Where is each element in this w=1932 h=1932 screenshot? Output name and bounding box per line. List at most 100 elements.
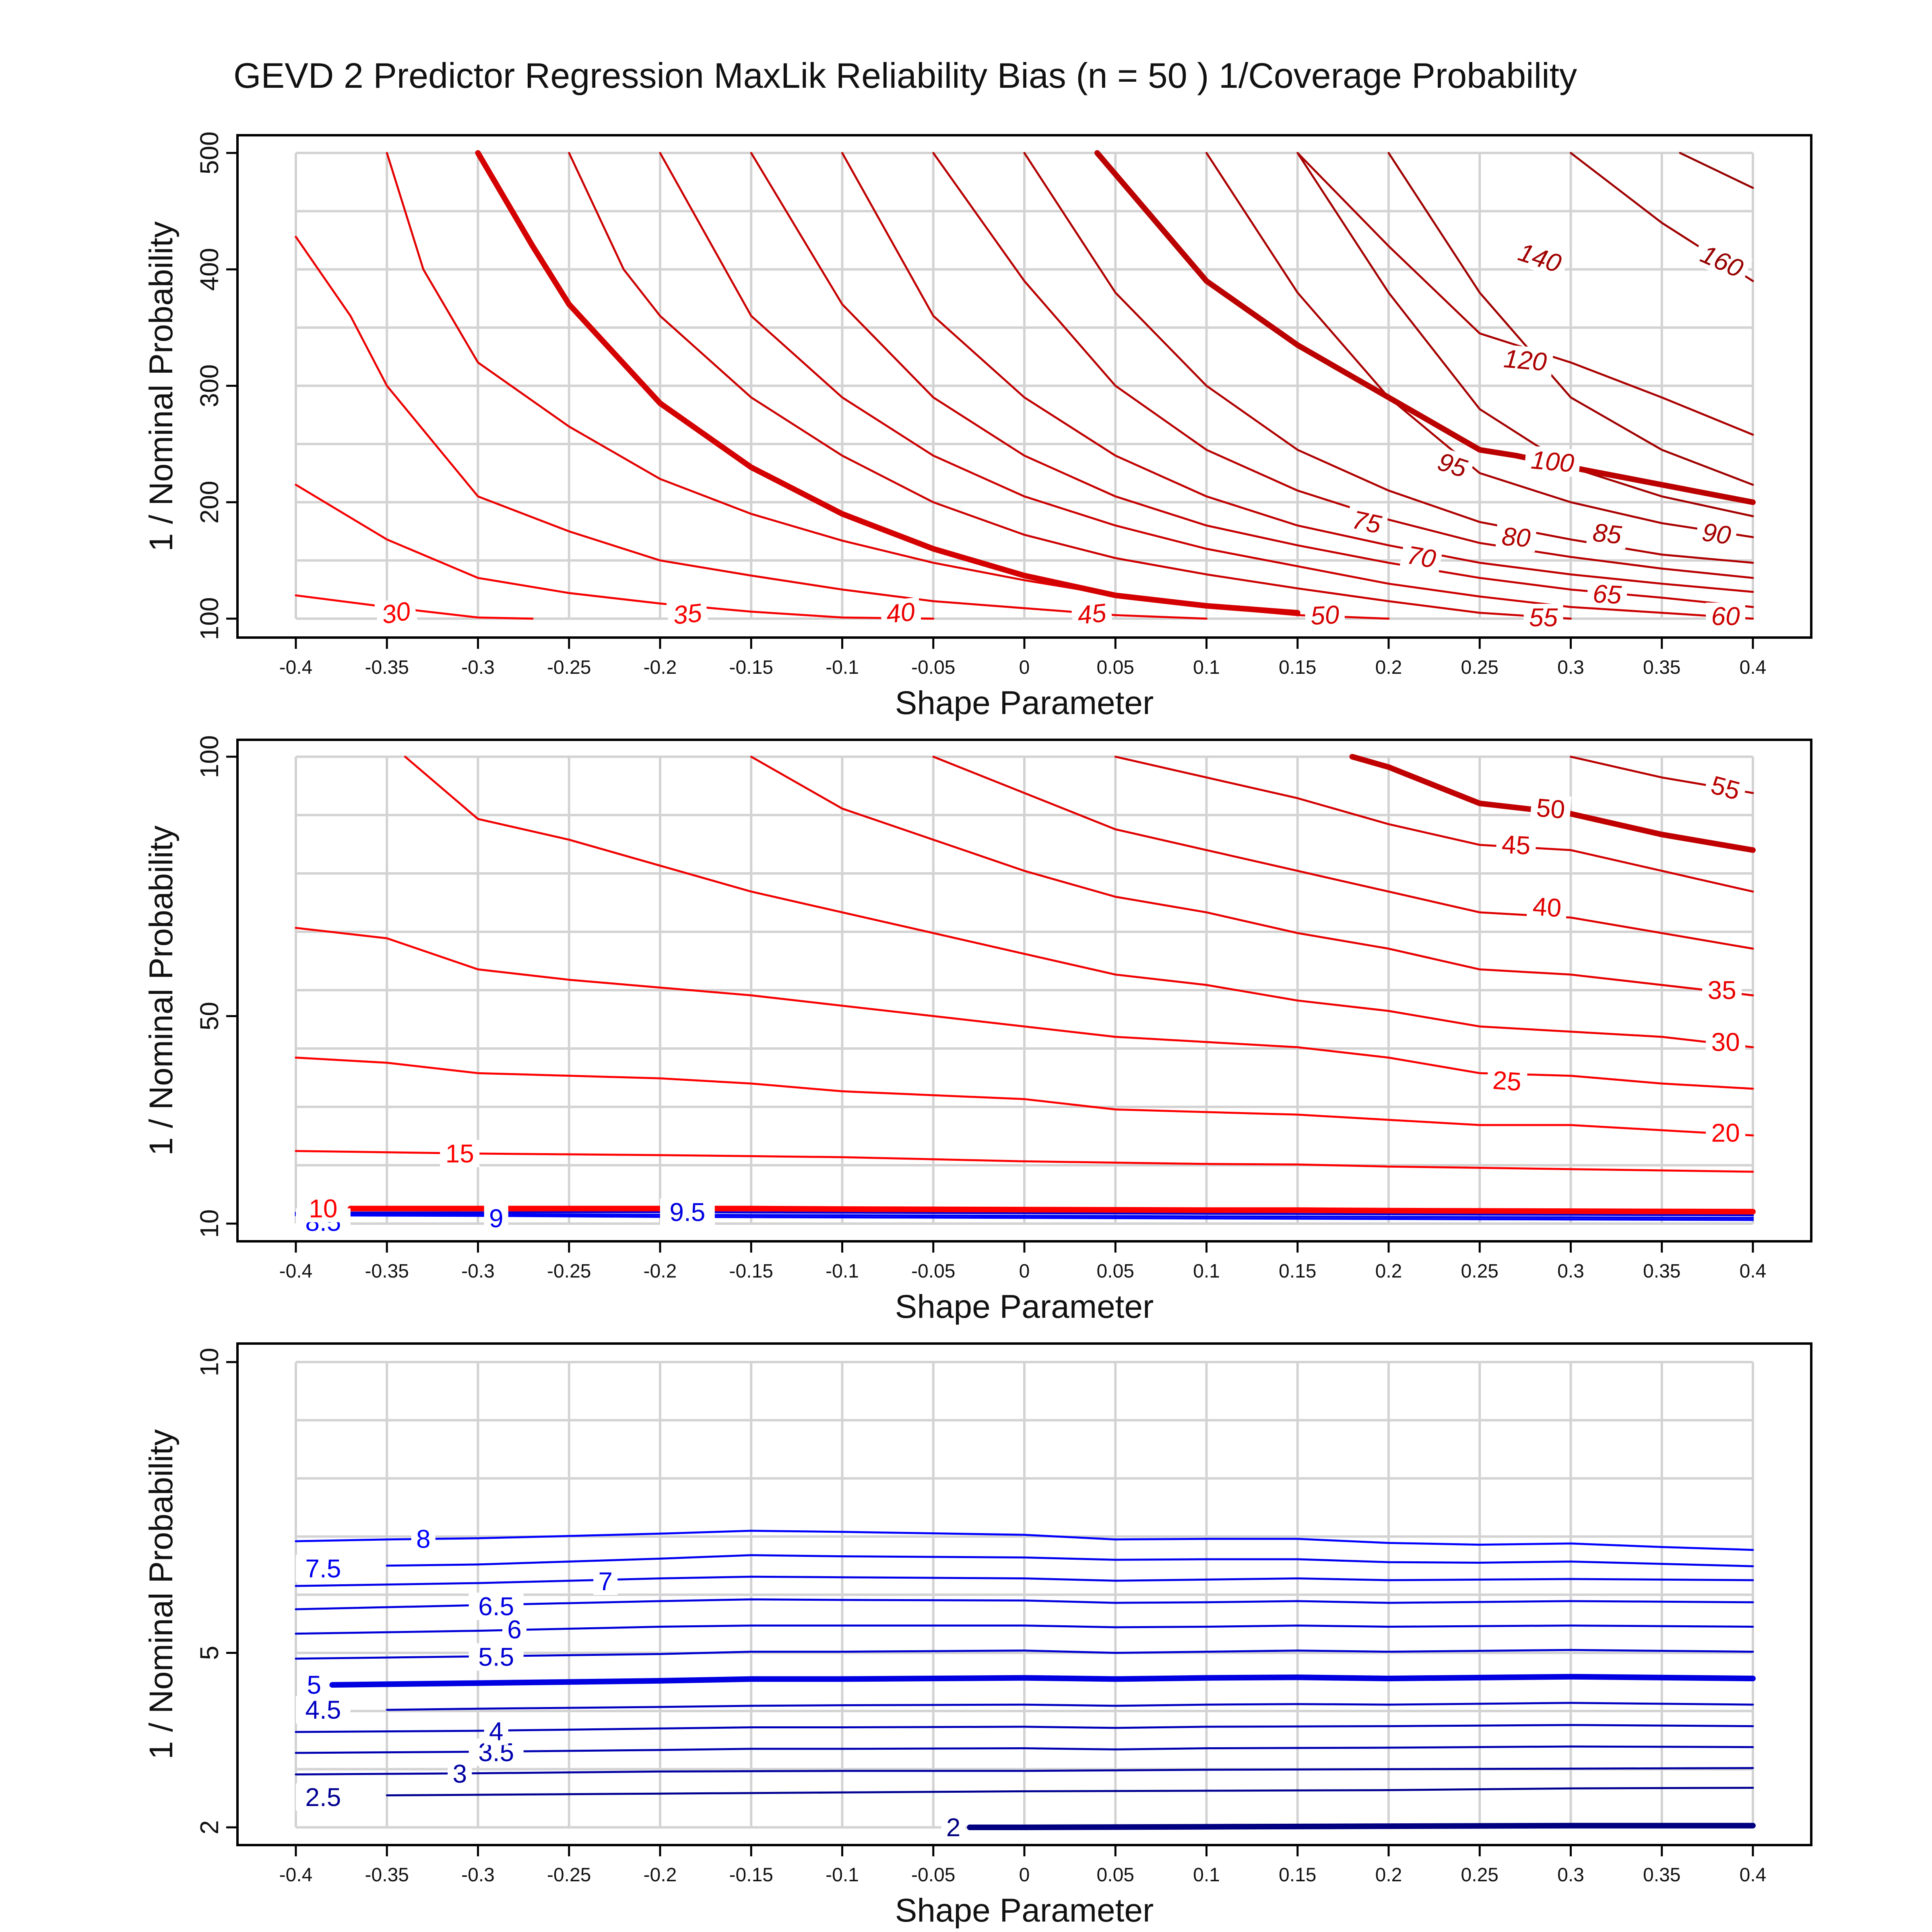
- contour-label-group: 5.5: [469, 1643, 524, 1672]
- contour-label-group: 4: [484, 1717, 508, 1746]
- contour-label-65: 65: [1592, 579, 1622, 609]
- contour-label-10: 10: [309, 1194, 337, 1223]
- top-panel: -0.4 -0.35 -0.3 -0.25 -0.2 -0.15 -0.1 -0.05 0 0.0…: [143, 132, 1812, 721]
- x-tick-label: -0.15: [729, 657, 773, 678]
- x-axis-label: Shape Parameter: [895, 1288, 1154, 1325]
- x-tick-label: -0.3: [461, 657, 495, 678]
- contour-label-55: 55: [1529, 603, 1558, 632]
- contour-label-bg: [1706, 1028, 1746, 1056]
- contour-line-35: [295, 483, 935, 620]
- contour-line-7: [295, 1575, 1754, 1587]
- x-tick-label: 0.25: [1461, 1261, 1499, 1282]
- x-tick-label: -0.3: [461, 1261, 495, 1282]
- contour-label-group: 3: [448, 1759, 472, 1788]
- contour-label-bg: [502, 1616, 526, 1643]
- contour-label-40: 40: [885, 597, 916, 629]
- contour-label-bg: [1495, 522, 1537, 552]
- contour-line-2.5: [386, 1787, 1754, 1796]
- contour-label-7.5: 7.5: [305, 1554, 341, 1583]
- y-tick-label: 500: [195, 132, 224, 175]
- x-tick-label: -0.4: [279, 1261, 313, 1282]
- x-axis-label: Shape Parameter: [895, 685, 1154, 721]
- contour-label-bg: [1399, 540, 1443, 574]
- contour-label-7: 7: [598, 1567, 613, 1596]
- contour-label-group: 40: [879, 597, 922, 629]
- y-tick-label: 5: [195, 1646, 224, 1660]
- contour-label-bg: [411, 1525, 436, 1553]
- contour-label-3: 3: [452, 1759, 467, 1788]
- contour-label-120: 120: [1503, 344, 1548, 376]
- contour-label-bg: [484, 1717, 508, 1745]
- x-tick-label: 0.4: [1740, 1864, 1767, 1886]
- contour-line-70: [841, 152, 1754, 593]
- x-tick-label: 0.05: [1097, 1864, 1134, 1886]
- contour-label-4.5: 4.5: [305, 1695, 341, 1724]
- x-tick-label: 0.35: [1643, 1864, 1680, 1886]
- contour-label-bg: [1496, 344, 1554, 376]
- x-tick-label: -0.4: [279, 1864, 313, 1886]
- contour-line-30: [404, 755, 1754, 1049]
- contour-label-group: 45: [1496, 830, 1537, 860]
- contour-label-group: 160: [1691, 237, 1753, 285]
- contour-line-20: [295, 1057, 1754, 1137]
- y-tick-label: 300: [195, 364, 224, 407]
- contour-label-group: 5: [302, 1670, 326, 1699]
- contour-label-bg: [666, 598, 709, 630]
- x-tick-label: 0.3: [1557, 1261, 1584, 1282]
- contour-label-group: 4.5: [295, 1695, 351, 1724]
- grid: [295, 1361, 1754, 1829]
- contour-label-group: 80: [1495, 522, 1537, 553]
- contour-label-group: 70: [1399, 540, 1443, 574]
- contour-label-bg: [440, 1140, 480, 1167]
- contour-label-15: 15: [446, 1139, 474, 1168]
- contour-line-60: [659, 152, 1754, 620]
- x-tick-label: 0.4: [1740, 1261, 1767, 1282]
- contour-line-4: [295, 1724, 1754, 1733]
- contour-label-group: 45: [1071, 598, 1113, 630]
- y-axis-label: 1 / Nominal Probability: [143, 221, 180, 551]
- contour-label-6.5: 6.5: [478, 1592, 514, 1621]
- x-tick-label: 0.1: [1193, 1864, 1220, 1886]
- contour-label-8: 8: [416, 1524, 431, 1553]
- contour-label-50: 50: [1310, 600, 1340, 630]
- y-tick-label: 100: [195, 735, 224, 778]
- contour-label-bg: [941, 1814, 966, 1841]
- contour-line-160: [1679, 152, 1754, 189]
- panels: -0.4 -0.35 -0.3 -0.25 -0.2 -0.15 -0.1 -0.05 0 0.0…: [143, 132, 1812, 1929]
- contour-line-55: [568, 152, 1572, 620]
- contour-label-bg: [484, 1205, 508, 1232]
- x-tick-label: -0.35: [365, 1261, 409, 1282]
- contour-label-bg: [469, 1592, 524, 1620]
- x-tick-label: -0.15: [729, 1261, 773, 1282]
- contour-label-group: 7: [593, 1567, 618, 1596]
- middle-panel: -0.4 -0.35 -0.3 -0.25 -0.2 -0.15 -0.1 -0.05 0 0.0…: [143, 735, 1812, 1325]
- contour-label-bg: [1429, 446, 1476, 484]
- x-tick-label: -0.1: [826, 1864, 859, 1886]
- contour-label-group: 9.5: [660, 1198, 715, 1227]
- contour-labels: 22.533.544.555.566.577.58: [295, 1524, 966, 1842]
- contour-label-2: 2: [946, 1813, 961, 1842]
- contour-line-9.5: [295, 1211, 1754, 1216]
- contour-label-group: 25: [1486, 1065, 1528, 1096]
- x-tick-label: 0.05: [1097, 1261, 1134, 1282]
- contour-line-5: [329, 1674, 1756, 1688]
- contour-label-bg: [1530, 793, 1572, 824]
- contour-label-bg: [879, 597, 922, 629]
- x-tick-label: 0.4: [1740, 657, 1767, 678]
- y-tick-label: 200: [195, 481, 224, 524]
- y-tick-label: 10: [195, 1348, 224, 1376]
- contour-label-group: 120: [1496, 344, 1554, 376]
- contour-label-9: 9: [489, 1204, 504, 1233]
- x-tick-label: 0.1: [1193, 657, 1220, 678]
- y-tick-label: 50: [195, 1002, 224, 1030]
- x-tick-label: -0.2: [644, 1261, 677, 1282]
- contour-label-group: 90: [1695, 517, 1738, 550]
- contour-label-group: 2.5: [295, 1783, 351, 1812]
- contour-line-40: [932, 755, 1754, 950]
- contour-line-2: [967, 1823, 1756, 1830]
- contour-label-bg: [1695, 517, 1738, 550]
- contour-line-7.5: [386, 1554, 1754, 1567]
- contour-label-bg: [1587, 579, 1628, 609]
- contour-line-95: [1387, 152, 1754, 486]
